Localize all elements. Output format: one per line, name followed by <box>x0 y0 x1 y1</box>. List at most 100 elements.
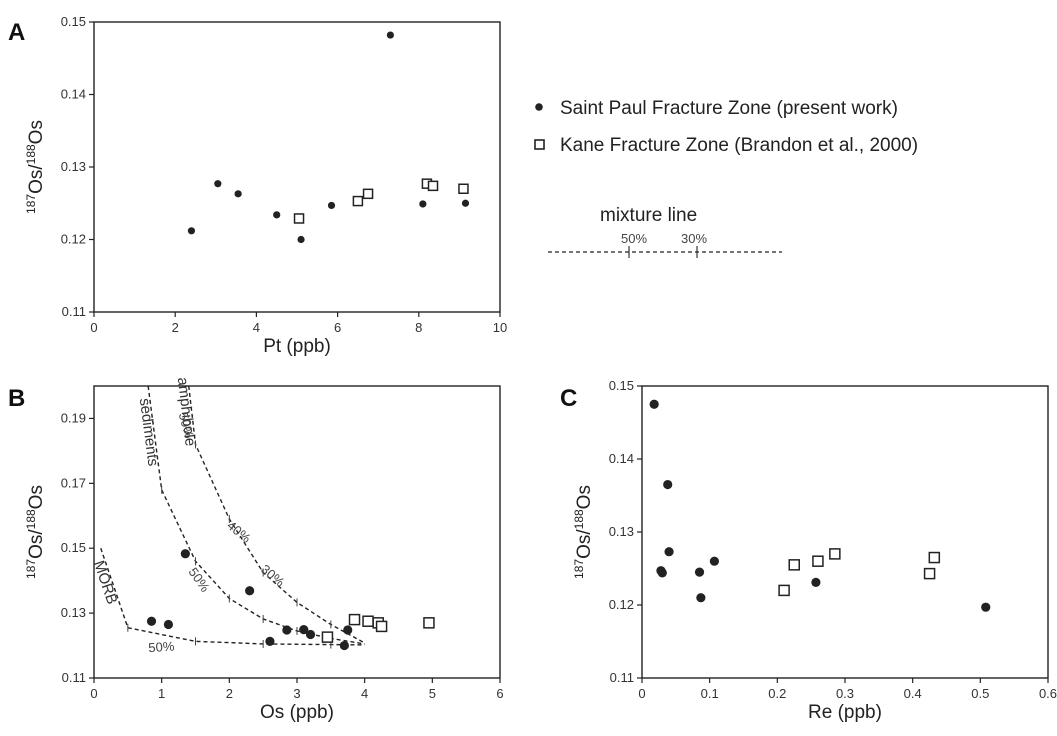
panel-label-a: A <box>8 19 25 46</box>
panel-b-point-saint-paul <box>265 636 275 646</box>
panel-c-x-tick-label: 0.4 <box>904 686 922 701</box>
panel-a-x-axis-label: Pt (ppb) <box>263 336 331 357</box>
panel-b-y-tick-label: 0.15 <box>61 540 86 555</box>
panel-a-y-tick-label: 0.14 <box>61 87 86 102</box>
panel-a-point-kane <box>427 180 439 192</box>
panel-b-point-saint-paul <box>339 640 349 651</box>
legend-label-saint-paul: Saint Paul Fracture Zone (present work) <box>560 98 898 119</box>
panel-c-x-tick-label: 0.3 <box>836 686 854 701</box>
panel-a-point-kane <box>293 213 305 224</box>
panel-c-plot-frame <box>641 385 1049 679</box>
panel-b-pct-label-sediments: 50% <box>186 565 213 595</box>
panel-c-x-tick-label: 0.5 <box>971 686 989 701</box>
legend-marker-kane <box>534 139 545 150</box>
panel-c-point-kane <box>928 551 941 564</box>
panel-a: 0 2 4 6 8 10 0.11 0.12 0.13 0.14 0.15 Pt (ppb) 187Os… <box>24 14 507 357</box>
panel-c-point-kane <box>788 559 800 571</box>
panel-b-x-tick-label: 1 <box>158 686 165 701</box>
panel-b-point-kane <box>423 617 435 629</box>
panel-c-point-kane <box>778 584 790 597</box>
panel-b-y-tick-label: 0.19 <box>61 410 86 425</box>
panel-a-x-tick-label: 10 <box>493 320 507 335</box>
panel-c-point-kane <box>923 567 936 580</box>
panel-a-y-tick-label: 0.15 <box>61 14 86 29</box>
panel-b: 0 1 2 3 4 5 6 0.11 0.13 0.15 0.17 0.19 Os (ppb) 187Os… <box>24 376 504 723</box>
panel-a-x-tick-label: 8 <box>415 320 422 335</box>
panel-a-y-tick-label: 0.13 <box>61 159 86 174</box>
panel-a-plot-frame <box>93 21 501 313</box>
panel-b-point-saint-paul <box>245 586 255 596</box>
panel-a-point-saint-paul <box>273 211 281 219</box>
panel-c-x-tick-label: 0 <box>638 686 645 701</box>
panel-b-curve-label-sediments: sediments <box>136 397 162 467</box>
panel-c-x-axis-label: Re (ppb) <box>808 702 882 723</box>
panel-a-point-saint-paul <box>419 200 427 208</box>
panel-b-x-tick-label: 0 <box>90 686 97 701</box>
panel-b-pct-label-MORB: 50% <box>148 638 175 655</box>
legend-mixture-line-label: mixture line <box>600 205 697 226</box>
panel-c: 0 0.1 0.2 0.3 0.4 0.5 0.6 0.11 0.12 0.13 0.14 0.15 R… <box>572 378 1057 723</box>
panel-b-x-tick-label: 6 <box>496 686 503 701</box>
panel-b-point-saint-paul <box>180 549 190 559</box>
panel-c-y-tick-label: 0.14 <box>609 451 634 466</box>
panel-c-point-kane <box>812 555 824 567</box>
panel-a-y-axis-label: 187Os/188Os <box>24 120 47 214</box>
panel-label-c: C <box>560 385 577 412</box>
panel-c-point-saint-paul <box>811 577 821 587</box>
panel-c-y-tick-label: 0.15 <box>609 378 634 393</box>
panel-a-x-tick-label: 4 <box>253 320 260 335</box>
panel-b-pct-label-amphibole-0: 50% <box>176 411 197 440</box>
panel-b-point-kane <box>348 613 361 626</box>
panel-a-x-tick-label: 2 <box>172 320 179 335</box>
panel-b-point-saint-paul <box>305 629 316 640</box>
panel-b-y-axis-label: 187Os/188Os <box>24 485 47 579</box>
panel-b-point-kane <box>375 620 388 633</box>
panel-b-point-kane <box>321 631 334 643</box>
panel-b-point-saint-paul <box>163 619 174 630</box>
panel-b-point-kane <box>362 615 374 627</box>
panel-b-pct-label-amphibole-1: 40% <box>224 518 254 546</box>
panel-c-point-saint-paul <box>663 479 673 490</box>
panel-b-point-saint-paul <box>146 616 157 626</box>
panel-c-x-tick-label: 0.6 <box>1039 686 1057 701</box>
panel-c-point-saint-paul <box>709 556 720 566</box>
panel-a-x-tick-label: 0 <box>90 320 97 335</box>
panel-a-point-kane <box>352 195 364 207</box>
panel-b-mixing-curve-MORB <box>100 547 365 646</box>
panel-a-point-saint-paul <box>386 31 394 39</box>
panel-a-point-saint-paul <box>187 227 196 235</box>
panel-b-x-tick-label: 3 <box>293 686 300 701</box>
panel-c-y-tick-label: 0.12 <box>609 597 634 612</box>
panel-c-y-axis-label: 187Os/188Os <box>572 485 595 579</box>
panel-b-y-tick-label: 0.17 <box>61 475 86 490</box>
panel-a-point-kane <box>362 188 374 200</box>
panel-c-y-tick-label: 0.13 <box>609 524 634 539</box>
panel-c-point-saint-paul <box>657 568 667 578</box>
panel-a-x-tick-label: 6 <box>334 320 341 335</box>
panel-c-y-tick-label: 0.11 <box>610 670 634 685</box>
panel-a-point-saint-paul <box>214 180 222 188</box>
panel-b-y-tick-label: 0.11 <box>62 670 86 685</box>
legend-marker-saint-paul <box>535 103 543 111</box>
legend-mixture-pct-2: 30% <box>681 231 707 246</box>
panel-b-mixing-curve-amphibole <box>188 385 366 644</box>
panel-c-point-saint-paul <box>981 602 991 612</box>
panel-c-point-kane <box>829 548 841 560</box>
panel-b-y-tick-label: 0.13 <box>61 605 86 620</box>
panel-a-y-tick-label: 0.12 <box>61 232 86 247</box>
panel-a-point-saint-paul <box>297 235 305 244</box>
panel-b-point-saint-paul <box>282 625 292 635</box>
panel-b-x-tick-label: 2 <box>226 686 233 701</box>
panel-label-b: B <box>8 385 25 412</box>
panel-b-x-tick-label: 4 <box>361 686 368 701</box>
panel-c-point-saint-paul <box>664 547 674 557</box>
legend-mixture-pct-1: 50% <box>621 231 647 246</box>
panel-a-y-tick-label: 0.11 <box>62 304 86 319</box>
panel-c-point-saint-paul <box>694 567 705 577</box>
panel-a-point-saint-paul <box>461 199 470 207</box>
panel-b-point-saint-paul <box>299 625 309 635</box>
panel-c-point-saint-paul <box>649 399 659 409</box>
panel-b-x-axis-label: Os (ppb) <box>260 702 334 723</box>
panel-c-x-tick-label: 0.1 <box>701 686 719 701</box>
